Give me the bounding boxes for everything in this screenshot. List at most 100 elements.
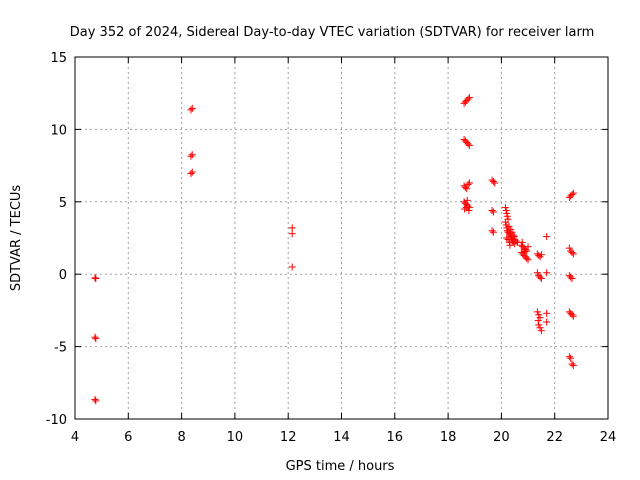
data-point	[489, 178, 497, 186]
y-axis-label: SDTVAR / TECUs	[9, 185, 24, 292]
data-point	[503, 212, 511, 220]
data-point	[502, 206, 510, 214]
data-point	[568, 275, 576, 283]
data-point	[463, 185, 471, 193]
data-point	[465, 141, 473, 149]
data-point	[535, 321, 543, 329]
data-point	[568, 360, 576, 368]
data-point	[465, 206, 473, 214]
data-point	[534, 317, 542, 325]
data-point	[91, 333, 99, 341]
data-point	[537, 327, 545, 335]
data-point	[488, 227, 496, 235]
data-point	[543, 269, 551, 277]
data-point	[505, 238, 513, 246]
x-tick-label: 14	[333, 430, 350, 445]
data-point	[509, 231, 517, 239]
data-point	[188, 104, 196, 112]
data-point	[518, 238, 526, 246]
x-tick-label: 24	[600, 430, 617, 445]
data-point	[567, 354, 575, 362]
data-point	[537, 251, 545, 259]
y-tick-label: 0	[59, 268, 67, 283]
data-point	[464, 95, 472, 103]
data-point	[524, 243, 532, 251]
data-point	[91, 395, 99, 403]
data-point	[535, 311, 543, 319]
data-point	[187, 106, 195, 114]
y-tick-label: -5	[54, 341, 67, 356]
data-point	[465, 94, 473, 102]
data-point	[523, 254, 531, 262]
data-point	[187, 170, 195, 178]
data-point	[188, 151, 196, 159]
y-axis-ticks: -10 -5 0 5 10 15	[46, 51, 608, 428]
data-point	[568, 248, 576, 256]
data-point	[569, 189, 577, 197]
data-point	[565, 244, 573, 252]
x-tick-label: 18	[440, 430, 457, 445]
data-point	[569, 250, 577, 258]
data-point	[464, 180, 472, 188]
data-point	[504, 235, 512, 243]
chart-title: Day 352 of 2024, Sidereal Day-to-day VTE…	[70, 25, 595, 40]
data-point	[464, 140, 472, 148]
data-point	[510, 233, 518, 241]
data-point	[188, 168, 196, 176]
data-point	[92, 397, 100, 405]
data-point	[537, 275, 545, 283]
y-tick-label: 15	[50, 51, 67, 66]
data-point	[565, 353, 573, 361]
data-point	[569, 312, 577, 320]
data-point	[288, 263, 296, 271]
data-point	[568, 311, 576, 319]
data-point	[533, 269, 541, 277]
data-point	[533, 308, 541, 316]
x-tick-label: 22	[546, 430, 563, 445]
data-point	[187, 152, 195, 160]
data-point	[569, 361, 577, 369]
data-point	[489, 208, 497, 216]
x-tick-label: 20	[493, 430, 510, 445]
data-point	[506, 241, 514, 249]
x-tick-label: 4	[71, 430, 79, 445]
data-point	[501, 204, 509, 212]
data-point	[543, 233, 551, 241]
data-point	[503, 234, 511, 242]
data-point	[488, 206, 496, 214]
x-tick-label: 10	[227, 430, 244, 445]
data-point	[536, 273, 544, 281]
data-point	[288, 230, 296, 238]
data-point	[521, 248, 529, 256]
data-point	[512, 237, 520, 245]
data-point	[536, 324, 544, 332]
x-axis-ticks: 4 6 8 10 12 14 16 18 20 22 24	[71, 57, 616, 445]
x-tick-label: 6	[124, 430, 132, 445]
data-point	[507, 225, 515, 233]
data-point	[489, 228, 497, 236]
data-point	[567, 273, 575, 281]
data-point	[543, 318, 551, 326]
data-point	[465, 179, 473, 187]
data-points	[91, 94, 577, 405]
x-tick-label: 12	[280, 430, 297, 445]
y-tick-label: 5	[59, 196, 67, 211]
y-tick-label: -10	[46, 413, 67, 428]
data-point	[463, 196, 471, 204]
data-point	[524, 256, 532, 264]
data-point	[491, 179, 499, 187]
x-tick-label: 8	[177, 430, 185, 445]
data-point	[92, 335, 100, 343]
data-point	[508, 228, 516, 236]
data-point	[461, 205, 469, 213]
grid-lines	[75, 57, 608, 419]
data-point	[92, 275, 100, 283]
x-axis-label: GPS time / hours	[286, 459, 395, 474]
data-point	[91, 274, 99, 282]
data-point	[503, 209, 511, 217]
y-tick-label: 10	[50, 123, 67, 138]
x-tick-label: 16	[387, 430, 404, 445]
data-point	[501, 218, 509, 226]
data-point	[543, 309, 551, 317]
